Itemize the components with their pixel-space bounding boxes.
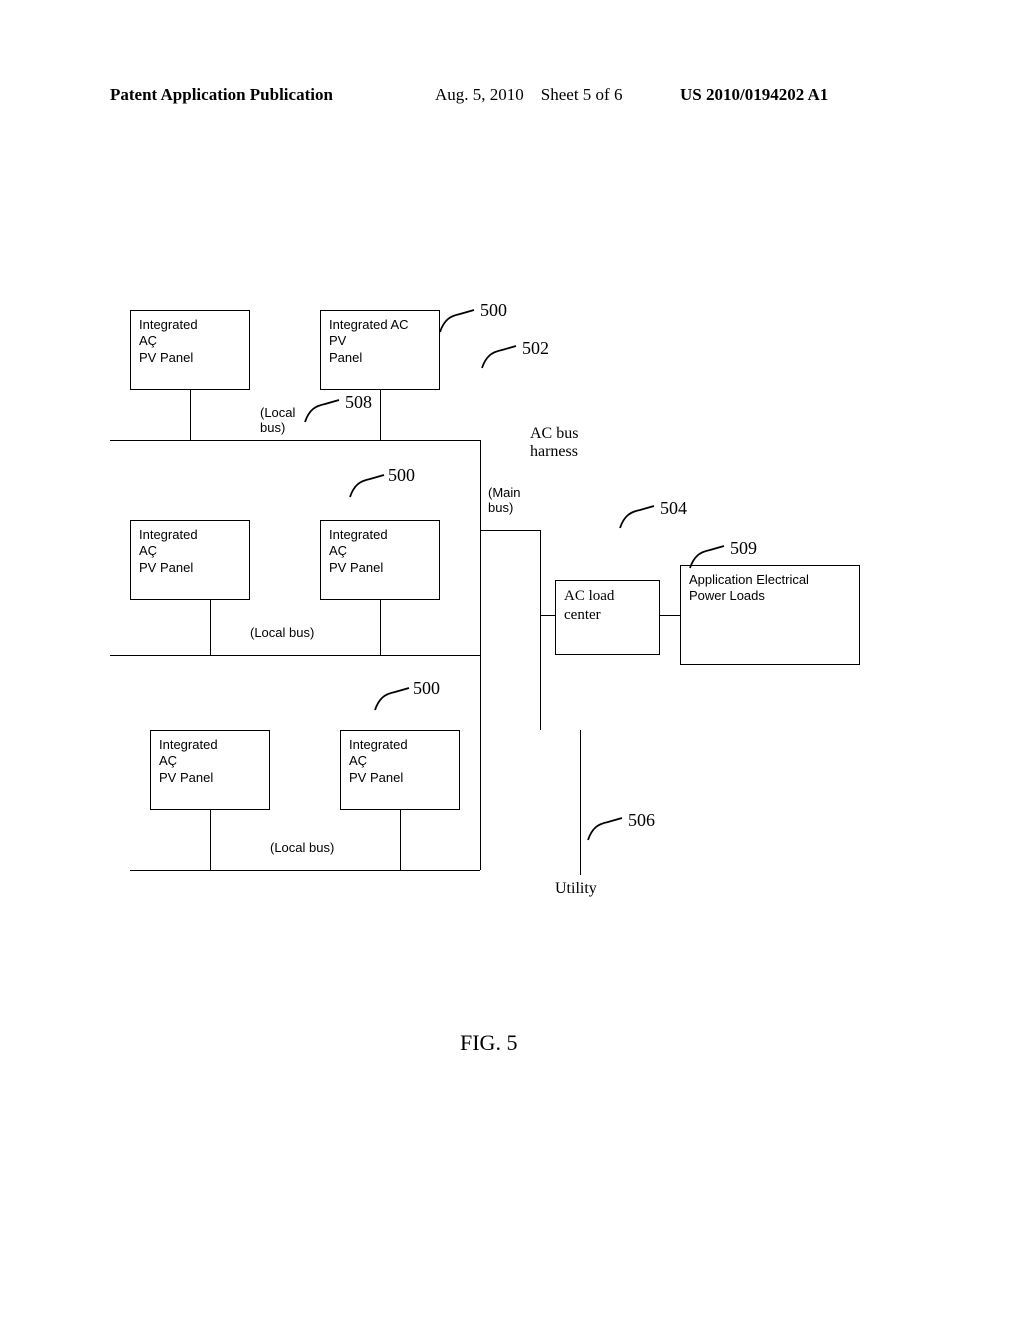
box-text: center [564, 606, 651, 625]
panel-text: AÇ [329, 543, 431, 559]
panel-row2-right: Integrated AÇ PV Panel [320, 520, 440, 600]
panel-text: PV Panel [139, 350, 241, 366]
panel-row1-right: Integrated AC PV Panel [320, 310, 440, 390]
wire [400, 810, 401, 870]
local-bus-3 [130, 870, 480, 871]
leader-506 [588, 820, 624, 842]
header-mid: Aug. 5, 2010 Sheet 5 of 6 [435, 85, 622, 105]
box-text: Power Loads [689, 588, 851, 604]
panel-text: Integrated [159, 737, 261, 753]
wire [210, 810, 211, 870]
header-sheet: Sheet 5 of 6 [541, 85, 623, 104]
leader-502 [482, 348, 518, 370]
panel-row3-left: Integrated AÇ PV Panel [150, 730, 270, 810]
panel-text: PV [329, 333, 431, 349]
panel-row3-right: Integrated AÇ PV Panel [340, 730, 460, 810]
utility-label: Utility [555, 880, 597, 898]
panel-text: Integrated [349, 737, 451, 753]
figure-diagram: Integrated AÇ PV Panel Integrated AC PV … [110, 300, 930, 1000]
local-bus-label-1: (Local bus) [260, 405, 295, 435]
panel-row2-left: Integrated AÇ PV Panel [130, 520, 250, 600]
main-bus [480, 440, 481, 870]
wire [380, 600, 381, 655]
ref-500a: 500 [480, 300, 507, 321]
panel-text: Panel [329, 350, 431, 366]
wire [580, 730, 581, 875]
figure-caption: FIG. 5 [460, 1030, 517, 1056]
leader-500a [440, 312, 476, 334]
header-date: Aug. 5, 2010 [435, 85, 524, 104]
panel-text: AÇ [349, 753, 451, 769]
ref-508: 508 [345, 392, 372, 413]
panel-text: AÇ [139, 333, 241, 349]
wire [660, 615, 680, 616]
panel-text: Integrated [139, 317, 241, 333]
panel-text: PV Panel [159, 770, 261, 786]
panel-text: PV Panel [139, 560, 241, 576]
wire [540, 615, 555, 616]
panel-text: AÇ [139, 543, 241, 559]
box-text: Application Electrical [689, 572, 851, 588]
leader-500b [350, 477, 386, 499]
page: Patent Application Publication Aug. 5, 2… [0, 0, 1024, 1320]
panel-text: PV Panel [349, 770, 451, 786]
box-text: AC load [564, 587, 651, 606]
panel-text: Integrated [329, 527, 431, 543]
leader-508 [305, 402, 341, 424]
ref-509: 509 [730, 538, 757, 559]
ref-500b: 500 [388, 465, 415, 486]
leader-500c [375, 690, 411, 712]
header-right: US 2010/0194202 A1 [680, 85, 828, 105]
local-bus-label-2: (Local bus) [250, 625, 314, 640]
panel-text: PV Panel [329, 560, 431, 576]
ref-502: 502 [522, 338, 549, 359]
panel-text: AÇ [159, 753, 261, 769]
ac-bus-harness-label: AC bus harness [530, 425, 578, 461]
ref-504: 504 [660, 498, 687, 519]
panel-text: Integrated AC [329, 317, 431, 333]
panel-text: Integrated [139, 527, 241, 543]
wire [210, 600, 211, 655]
leader-504 [620, 508, 656, 530]
ref-506: 506 [628, 810, 655, 831]
wire [480, 530, 540, 531]
panel-row1-left: Integrated AÇ PV Panel [130, 310, 250, 390]
local-bus-label-3: (Local bus) [270, 840, 334, 855]
wire [540, 530, 541, 730]
wire [380, 390, 381, 440]
wire [190, 390, 191, 440]
ref-500c: 500 [413, 678, 440, 699]
local-bus-2 [110, 655, 480, 656]
main-bus-label: (Main bus) [488, 485, 521, 515]
application-loads: Application Electrical Power Loads [680, 565, 860, 665]
ac-load-center: AC load center [555, 580, 660, 655]
header-left: Patent Application Publication [110, 85, 333, 105]
local-bus-1 [110, 440, 480, 441]
